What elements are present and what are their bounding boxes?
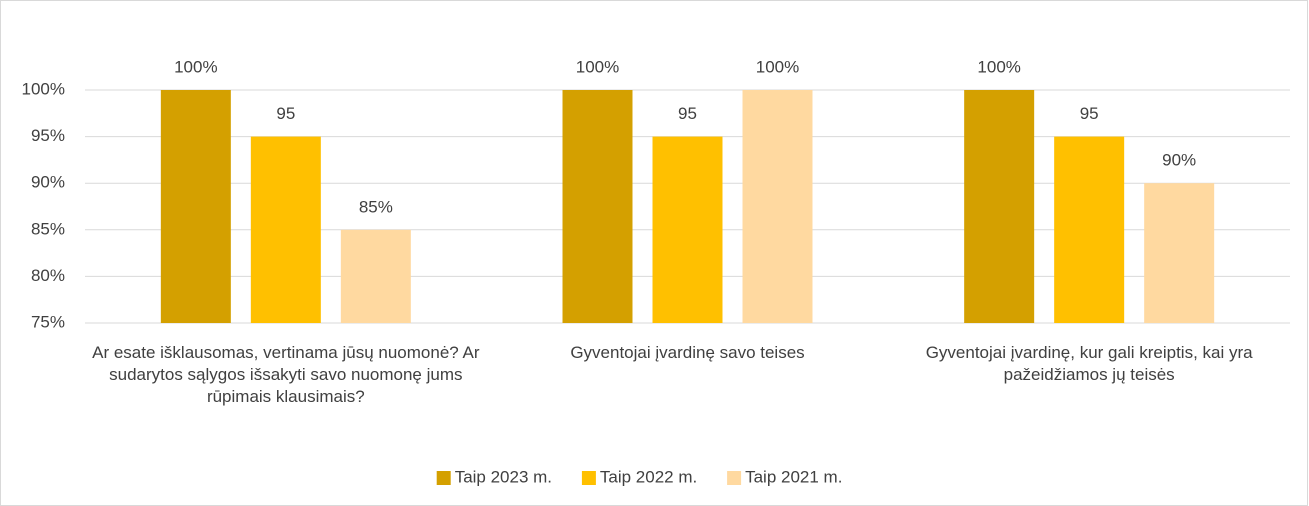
y-tick-label: 90% (31, 173, 65, 192)
legend-swatch (727, 471, 742, 485)
y-tick-label: 100% (22, 79, 65, 98)
y-tick-label: 80% (31, 266, 65, 285)
data-label: 85% (359, 197, 393, 216)
legend-label: Taip 2021 m. (745, 467, 842, 486)
y-tick-label: 95% (31, 126, 65, 145)
legend-label: Taip 2023 m. (455, 467, 552, 486)
bar (160, 90, 231, 323)
bar (1144, 183, 1215, 323)
data-label: 100% (174, 57, 217, 76)
bar (652, 136, 723, 323)
legend-swatch (581, 471, 596, 485)
data-label: 100% (977, 57, 1020, 76)
data-label: 95 (1080, 104, 1099, 123)
data-label: 90% (1162, 151, 1196, 170)
bar (742, 90, 813, 323)
data-label: 95 (678, 104, 697, 123)
bar (562, 90, 633, 323)
data-label: 100% (576, 57, 619, 76)
x-tick-label: Gyventojai įvardinę savo teises (570, 343, 805, 362)
x-tick-label: Ar esate išklausomas, vertinama jūsų nuo… (92, 343, 480, 406)
bar (250, 136, 321, 323)
legend-swatch (436, 471, 451, 485)
data-label: 95 (276, 104, 295, 123)
bar (1054, 136, 1125, 323)
legend-label: Taip 2022 m. (600, 467, 697, 486)
data-label: 100% (756, 57, 799, 76)
bar (340, 229, 411, 323)
y-tick-label: 85% (31, 219, 65, 238)
x-tick-label: Gyventojai įvardinę, kur gali kreiptis, … (925, 343, 1253, 384)
bar (964, 90, 1035, 323)
y-tick-label: 75% (31, 312, 65, 331)
